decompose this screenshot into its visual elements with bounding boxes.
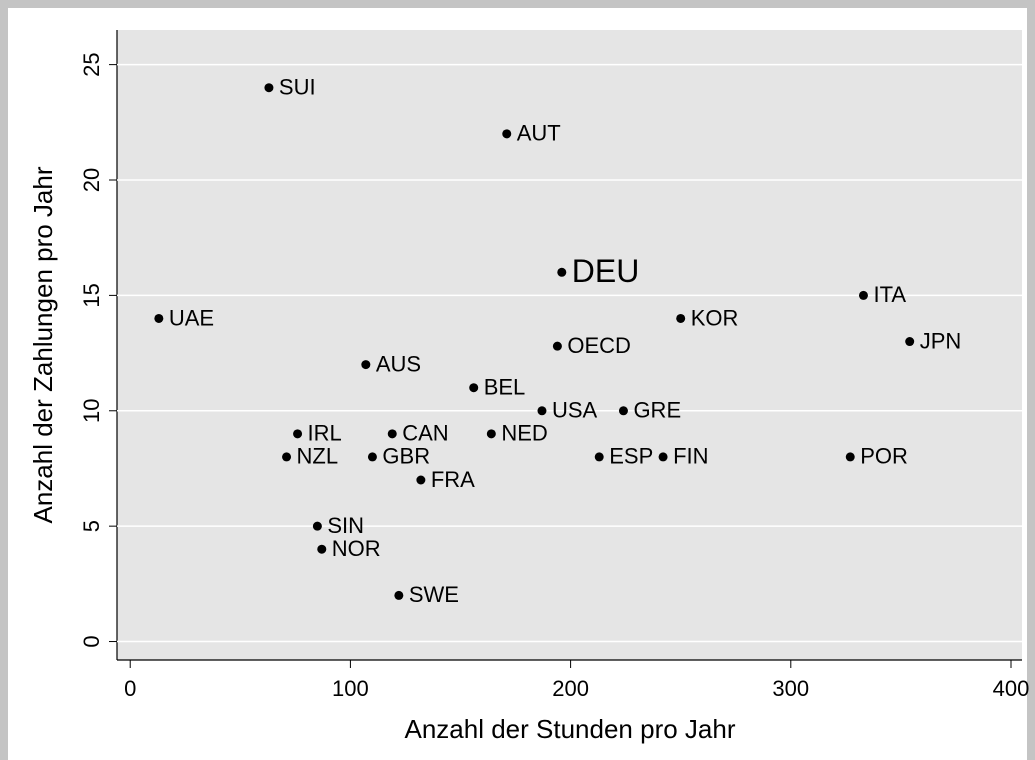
point-label: BEL xyxy=(484,375,526,400)
point xyxy=(557,267,567,277)
point xyxy=(387,429,397,439)
point xyxy=(594,452,604,462)
point xyxy=(502,129,512,139)
point-label: FIN xyxy=(673,444,708,469)
point xyxy=(676,313,686,323)
point xyxy=(537,406,547,416)
point-label: SUI xyxy=(279,75,316,100)
point-label: POR xyxy=(860,444,908,469)
plot-region xyxy=(117,30,1022,660)
y-tick-label: 5 xyxy=(79,520,104,532)
point-label: AUT xyxy=(517,121,561,146)
point xyxy=(858,290,868,300)
point xyxy=(905,337,915,347)
point-label: NZL xyxy=(297,444,339,469)
point-label: IRL xyxy=(308,421,342,446)
point-label: ITA xyxy=(873,282,906,307)
point-label: NED xyxy=(501,421,547,446)
point xyxy=(486,429,496,439)
point xyxy=(845,452,855,462)
point xyxy=(618,406,628,416)
point-label: OECD xyxy=(567,333,631,358)
x-axis-title: Anzahl der Stunden pro Jahr xyxy=(405,714,736,744)
point xyxy=(293,429,303,439)
point-label: GBR xyxy=(382,444,430,469)
y-axis-title: Anzahl der Zahlungen pro Jahr xyxy=(28,166,58,523)
point xyxy=(264,83,274,93)
point xyxy=(469,383,479,393)
point-label: KOR xyxy=(691,305,739,330)
point-label: FRA xyxy=(431,467,475,492)
point-label: JPN xyxy=(920,328,962,353)
y-tick-label: 25 xyxy=(79,52,104,76)
point-label: CAN xyxy=(402,421,448,446)
point xyxy=(312,521,322,531)
y-tick-label: 15 xyxy=(79,283,104,307)
y-tick-label: 0 xyxy=(79,635,104,647)
x-tick-label: 400 xyxy=(993,676,1030,701)
point xyxy=(552,341,562,351)
point-label: SIN xyxy=(327,513,364,538)
point xyxy=(658,452,668,462)
y-tick-label: 20 xyxy=(79,168,104,192)
point-label: UAE xyxy=(169,305,214,330)
point xyxy=(317,544,327,554)
x-tick-label: 0 xyxy=(124,676,136,701)
point-label: AUS xyxy=(376,351,421,376)
x-tick-label: 300 xyxy=(772,676,809,701)
x-tick-label: 100 xyxy=(332,676,369,701)
point xyxy=(361,360,371,370)
point-label: ESP xyxy=(609,444,653,469)
point xyxy=(282,452,292,462)
point-label: GRE xyxy=(633,398,681,423)
point-label: SWE xyxy=(409,582,459,607)
point xyxy=(394,590,404,600)
y-tick-label: 10 xyxy=(79,399,104,423)
point xyxy=(416,475,426,485)
point xyxy=(367,452,377,462)
point-label: NOR xyxy=(332,536,381,561)
point-label: USA xyxy=(552,398,598,423)
point xyxy=(154,313,164,323)
point-label: DEU xyxy=(572,253,640,289)
x-tick-label: 200 xyxy=(552,676,589,701)
